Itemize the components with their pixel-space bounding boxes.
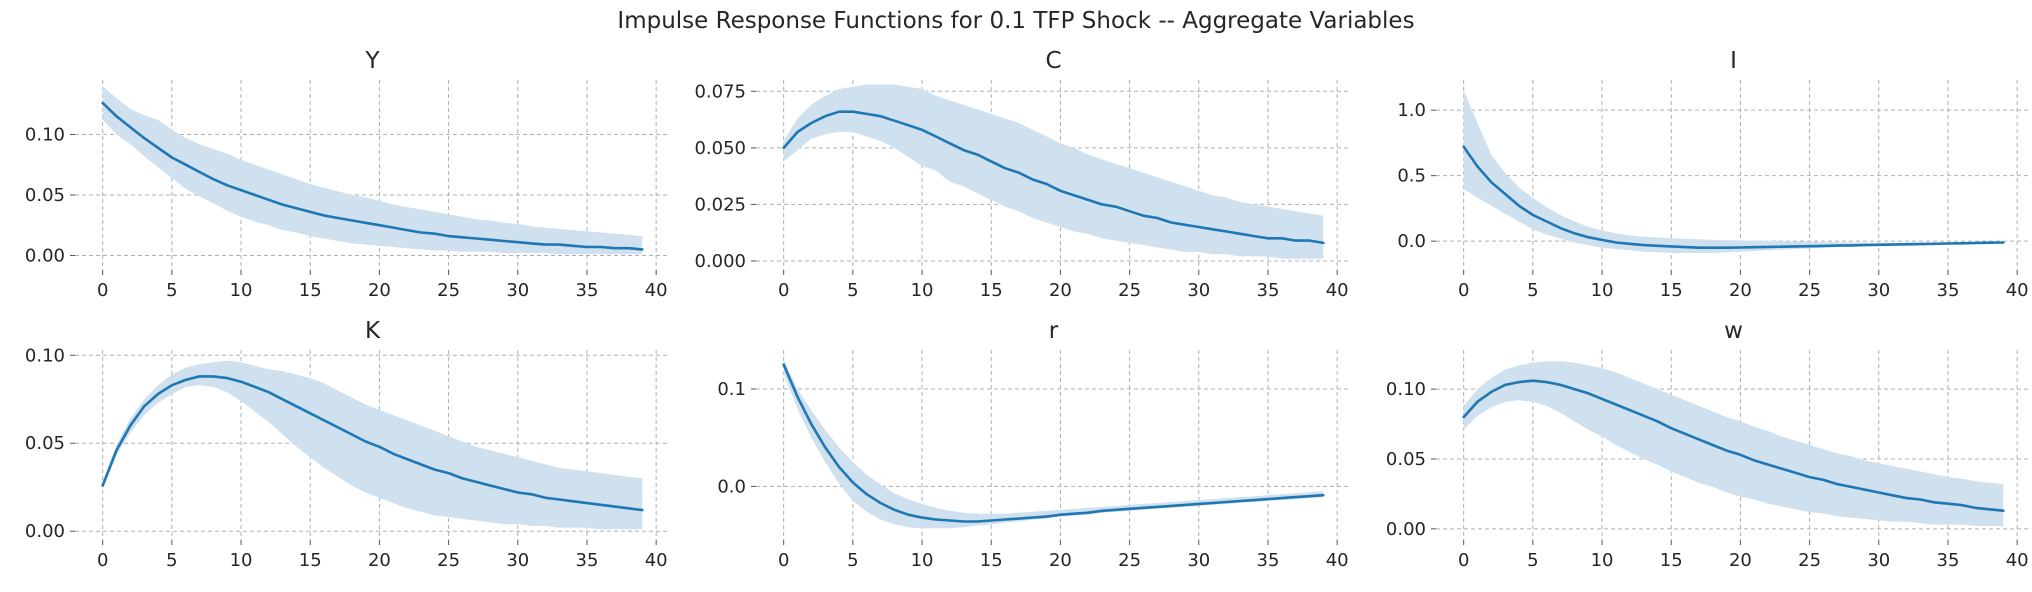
x-tick-label: 40 [2006,550,2029,571]
x-tick-label: 25 [1118,280,1141,301]
y-tick-label: 0.05 [25,433,65,454]
y-tick-label: 0.000 [694,251,746,272]
x-tick-label: 30 [506,550,529,571]
irf-line [1462,145,2005,249]
x-tick-label: 35 [1937,280,1960,301]
x-tick-label: 5 [166,550,177,571]
x-tick-label: 10 [230,550,253,571]
x-tick-label: 0 [778,550,789,571]
y-tick-label: 0.0 [717,476,746,497]
figure-title: Impulse Response Functions for 0.1 TFP S… [617,8,1415,34]
y-tick-label: 1.0 [1397,100,1426,121]
y-tick-label: 0.025 [694,194,746,215]
x-tick-label: 40 [2006,280,2029,301]
y-tick-label: 0.1 [717,379,746,400]
panel-title: Y [364,48,380,74]
irf-line [1462,379,2005,513]
x-tick-label: 30 [1187,280,1210,301]
panel-2: I 0 5 10 15 20 25 30 35 40 0.0 0.5 1.0 [1397,48,2031,301]
confidence-band [102,86,643,255]
x-tick-label: 20 [1049,280,1072,301]
x-tick-label: 10 [230,280,253,301]
x-tick-label: 10 [911,550,934,571]
confidence-band [1463,361,2004,526]
x-tick-label: 10 [1591,280,1614,301]
x-tick-label: 25 [1798,550,1821,571]
x-tick-label: 0 [1458,280,1469,301]
x-tick-label: 40 [645,550,668,571]
x-tick-label: 30 [1867,550,1890,571]
x-tick-label: 25 [437,280,460,301]
x-tick-label: 20 [1729,550,1752,571]
y-tick-label: 0.5 [1397,166,1426,187]
panel-5: w 0 5 10 15 20 25 30 35 40 0.00 0.05 0.10 [1386,318,2031,571]
irf-line [101,101,644,251]
x-tick-label: 15 [299,280,322,301]
x-tick-label: 35 [1257,280,1280,301]
x-tick-label: 25 [1118,550,1141,571]
confidence-band [1463,90,2004,253]
x-tick-label: 30 [506,280,529,301]
x-tick-label: 15 [299,550,322,571]
confidence-band [783,84,1324,259]
panel-title: w [1724,318,1743,344]
y-tick-label: 0.075 [694,81,746,102]
x-tick-label: 10 [1591,550,1614,571]
y-tick-label: 0.10 [25,345,65,366]
panel-title: K [365,318,381,344]
x-tick-label: 15 [1660,550,1683,571]
y-tick-label: 0.05 [1386,449,1426,470]
x-tick-label: 0 [97,550,108,571]
y-tick-label: 0.10 [1386,379,1426,400]
y-tick-label: 0.050 [694,138,746,159]
x-tick-label: 0 [778,280,789,301]
y-tick-label: 0.00 [25,521,65,542]
y-tick-label: 0.05 [25,185,65,206]
x-tick-label: 15 [980,550,1003,571]
x-tick-label: 25 [1798,280,1821,301]
x-tick-label: 35 [576,280,599,301]
x-tick-label: 25 [437,550,460,571]
x-tick-label: 5 [847,550,858,571]
x-tick-label: 40 [1326,280,1349,301]
x-tick-label: 20 [368,550,391,571]
panel-1: C 0 5 10 15 20 25 30 35 40 0.000 0.025 0.050 0.075 [694,48,1351,301]
x-tick-label: 30 [1867,280,1890,301]
y-tick-label: 0.00 [1386,519,1426,540]
x-tick-label: 20 [368,280,391,301]
y-tick-label: 0.00 [25,245,65,266]
x-tick-label: 30 [1187,550,1210,571]
y-tick-label: 0.10 [25,124,65,145]
x-tick-label: 35 [1257,550,1280,571]
x-tick-label: 20 [1729,280,1752,301]
x-tick-label: 5 [166,280,177,301]
confidence-band [783,359,1324,529]
panel-title: r [1049,318,1059,344]
panel-title: C [1045,48,1061,74]
x-tick-label: 10 [911,280,934,301]
x-tick-label: 35 [1937,550,1960,571]
x-tick-label: 0 [1458,550,1469,571]
x-tick-label: 5 [1527,550,1538,571]
panel-3: K 0 5 10 15 20 25 30 35 40 0.00 0.05 0.10 [25,318,670,571]
irf-line [782,363,1325,523]
x-tick-label: 35 [576,550,599,571]
panel-4: r 0 5 10 15 20 25 30 35 40 0.0 0.1 [717,318,1351,571]
panel-title: I [1730,48,1737,74]
x-tick-label: 40 [645,280,668,301]
x-tick-label: 15 [1660,280,1683,301]
x-tick-label: 5 [1527,280,1538,301]
x-tick-label: 0 [97,280,108,301]
x-tick-label: 15 [980,280,1003,301]
irf-line [101,375,644,512]
panel-0: Y 0 5 10 15 20 25 30 35 40 0.00 0.05 0.10 [25,48,670,301]
x-tick-label: 20 [1049,550,1072,571]
x-tick-label: 5 [847,280,858,301]
x-tick-label: 40 [1326,550,1349,571]
y-tick-label: 0.0 [1397,231,1426,252]
irf-line [782,110,1325,245]
